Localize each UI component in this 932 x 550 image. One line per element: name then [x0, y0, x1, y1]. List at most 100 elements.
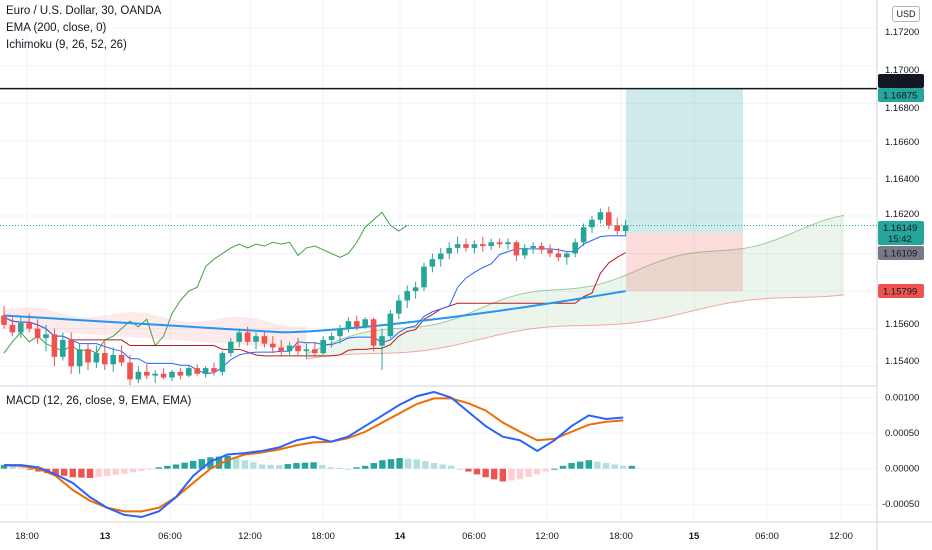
- candle: [202, 366, 209, 378]
- macd-histogram-bar: [310, 462, 317, 469]
- candle-body: [9, 324, 16, 333]
- macd-histogram-bar: [422, 461, 429, 469]
- candle: [68, 332, 74, 374]
- candle: [144, 364, 150, 380]
- candle: [43, 324, 49, 352]
- candle: [270, 336, 276, 354]
- candle: [622, 219, 629, 237]
- candle: [345, 317, 352, 333]
- candle-body: [547, 249, 553, 254]
- macd-histogram-bar: [508, 468, 515, 481]
- candle-body: [496, 242, 503, 245]
- candle: [597, 208, 604, 224]
- price-axis-tick: 1.16800: [885, 103, 919, 114]
- macd-histogram-bar: [327, 467, 334, 469]
- candle: [253, 332, 259, 350]
- target-price-label-bg: [878, 88, 924, 102]
- ichimoku-legend[interactable]: Ichimoku (9, 26, 52, 26): [6, 39, 127, 51]
- macd-histogram-bar: [577, 461, 584, 469]
- candle: [278, 339, 284, 357]
- candle-body: [345, 321, 352, 329]
- macd-histogram-bar: [344, 468, 352, 470]
- kumo-cloud-bull: [306, 215, 844, 359]
- macd-line: [4, 390, 624, 519]
- candle: [18, 317, 24, 339]
- macd-histogram-bar: [129, 468, 137, 473]
- candle: [312, 341, 318, 357]
- candle: [538, 242, 545, 254]
- candle: [396, 294, 402, 320]
- ema-legend[interactable]: EMA (200, close, 0): [6, 22, 107, 34]
- symbol-legend[interactable]: Euro / U.S. Dollar, 30, OANDA: [6, 5, 162, 17]
- time-axis-tick: 18:00: [311, 531, 335, 542]
- candle-body: [177, 371, 184, 376]
- candle-body: [362, 319, 368, 327]
- macd-histogram-bar: [267, 464, 274, 469]
- macd-histogram-bar: [525, 468, 532, 477]
- macd-legend[interactable]: MACD (12, 26, close, 9, EMA, EMA): [6, 395, 192, 407]
- candle-body: [160, 373, 167, 378]
- candle: [505, 238, 511, 250]
- candle: [362, 317, 368, 329]
- candle: [580, 223, 587, 247]
- target-price-label: 1.16875: [883, 91, 917, 102]
- candle-body: [236, 332, 242, 342]
- candle-body: [438, 253, 444, 260]
- candle-body: [127, 362, 133, 380]
- macd-histogram-bar: [482, 468, 489, 478]
- macd-histogram-bar: [86, 468, 94, 478]
- candle-body: [261, 336, 268, 344]
- candle: [488, 238, 494, 250]
- time-axis-tick: 12:00: [238, 531, 262, 542]
- candle: [85, 343, 91, 370]
- senkou-span-a: [306, 214, 845, 355]
- candle-body: [253, 336, 259, 342]
- macd-axis-tick: 0.00050: [885, 428, 919, 439]
- candle-body: [337, 328, 343, 337]
- macd-histogram-bar: [439, 464, 446, 469]
- macd-histogram-bar: [155, 467, 162, 469]
- macd-histogram-bar: [52, 468, 59, 475]
- candle: [135, 366, 142, 384]
- macd-histogram-bar: [448, 465, 455, 469]
- macd-histogram-bar: [620, 465, 627, 469]
- macd-histogram-bar: [9, 466, 16, 469]
- bar-countdown-label: 15:42: [888, 234, 912, 245]
- price-axis-tick: 1.15400: [885, 356, 919, 367]
- candle: [379, 328, 385, 370]
- candle: [412, 281, 419, 299]
- candle-body: [152, 373, 158, 376]
- macd-histogram-bar: [370, 463, 377, 469]
- macd-histogram-bar: [559, 465, 567, 469]
- candle: [303, 343, 310, 359]
- candle: [496, 238, 503, 248]
- candle-body: [93, 353, 100, 363]
- candle: [186, 366, 192, 378]
- macd-histogram-bar: [568, 463, 575, 469]
- candle: [60, 332, 66, 361]
- macd-histogram-bar: [499, 468, 506, 482]
- position-stop-zone: [626, 233, 743, 292]
- macd-histogram-bar: [18, 467, 25, 469]
- macd-histogram-bar: [112, 468, 119, 475]
- kumo-cloud-bear: [4, 307, 307, 349]
- candle: [152, 369, 158, 384]
- currency-button[interactable]: USD: [892, 6, 920, 22]
- candle-body: [228, 341, 234, 354]
- candle-body: [412, 287, 419, 292]
- candle-body: [18, 323, 24, 333]
- macd-histogram-bar: [69, 468, 76, 478]
- macd-histogram-bar: [473, 468, 481, 475]
- macd-signal-line: [3, 397, 624, 513]
- candle: [228, 338, 234, 357]
- macd-histogram-bar: [362, 465, 369, 469]
- candle-body: [370, 319, 377, 346]
- candle-body: [379, 336, 385, 346]
- candle: [530, 242, 536, 254]
- macd-histogram-bar: [301, 462, 309, 469]
- candle: [211, 362, 217, 376]
- candle-body: [622, 225, 629, 231]
- macd-histogram-bar: [594, 461, 601, 469]
- macd-histogram-bar: [190, 460, 197, 469]
